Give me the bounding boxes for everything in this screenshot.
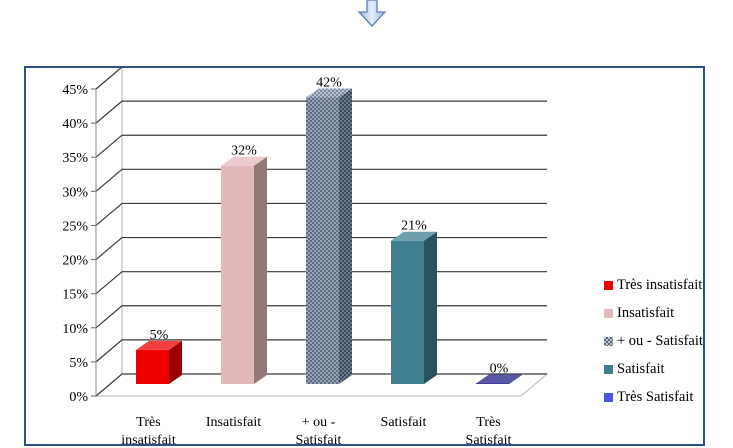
bar	[306, 88, 352, 384]
y-tick-label: 10%	[62, 322, 88, 337]
x-tick-label: Très insatisfait	[121, 415, 176, 448]
y-tick-label: 25%	[62, 219, 88, 234]
bar-side	[509, 374, 522, 384]
y-tick-label: 40%	[62, 117, 88, 132]
legend-swatch	[604, 336, 613, 346]
data-label: 42%	[316, 75, 342, 90]
data-label: 32%	[231, 144, 257, 159]
bar-top	[391, 231, 437, 241]
bar-side	[339, 88, 352, 384]
legend-item: Insatisfait	[604, 299, 703, 327]
legend-swatch	[604, 392, 613, 402]
bar	[391, 231, 437, 384]
gridline	[95, 68, 122, 90]
x-tick-label: + ou -Satisfait	[296, 415, 342, 448]
y-tick-label: 35%	[62, 151, 88, 166]
data-label: 21%	[401, 219, 427, 234]
legend-label: Très insatisfait	[617, 276, 703, 293]
bar-front	[306, 97, 339, 384]
x-tick-label: Très Satisfait	[466, 415, 512, 448]
legend: Très insatisfait Insatisfait + ou - Satisf…	[604, 271, 703, 411]
x-tick-label: Insatisfait	[206, 415, 261, 430]
legend-label: Insatisfait	[617, 304, 675, 321]
legend-item: Satisfait	[604, 355, 703, 383]
bar	[136, 340, 182, 384]
bar-side	[424, 231, 437, 384]
down-arrow-icon	[356, 0, 388, 28]
bar-top	[221, 156, 267, 166]
y-tick-label: 0%	[69, 390, 88, 405]
chart-frame: 0% 5% 10% 15% 20% 25% 30% 35% 40% 45% 5% 32% 42% 21%…	[24, 66, 705, 448]
x-tick-label: Satisfait	[381, 415, 427, 430]
gridline	[95, 100, 547, 124]
legend-swatch	[604, 280, 613, 290]
legend-swatch	[604, 308, 613, 318]
legend-item: Très insatisfait	[604, 271, 703, 299]
bar-top	[306, 88, 352, 98]
legend-item: + ou - Satisfait	[604, 327, 703, 355]
legend-swatch	[604, 364, 613, 374]
legend-label: Très Satisfait	[617, 388, 694, 405]
side-wall	[95, 68, 123, 398]
bar-top	[476, 374, 522, 384]
legend-item: Très Satisfait	[604, 383, 703, 411]
y-tick-label: 5%	[69, 356, 88, 371]
legend-label: + ou - Satisfait	[617, 332, 703, 349]
y-tick-label: 20%	[62, 254, 88, 269]
y-tick-label: 30%	[62, 185, 88, 200]
bar-front	[136, 349, 169, 384]
gridline	[95, 202, 547, 226]
bar-front	[221, 165, 254, 384]
gridline	[95, 168, 547, 192]
bar-top	[136, 340, 182, 350]
bar-side	[254, 156, 267, 384]
bar-chart: 0% 5% 10% 15% 20% 25% 30% 35% 40% 45% 5% 32% 42% 21%…	[62, 68, 549, 448]
bar	[221, 156, 267, 384]
data-label: 5%	[150, 328, 169, 343]
bar	[476, 374, 522, 384]
legend-label: Satisfait	[617, 360, 665, 377]
bar-side	[169, 340, 182, 384]
y-tick-label: 15%	[62, 288, 88, 303]
bar-front	[391, 240, 424, 384]
gridline	[95, 134, 547, 158]
y-tick-label: 45%	[62, 83, 88, 98]
data-label: 0%	[490, 362, 509, 377]
bar-front	[476, 383, 509, 384]
